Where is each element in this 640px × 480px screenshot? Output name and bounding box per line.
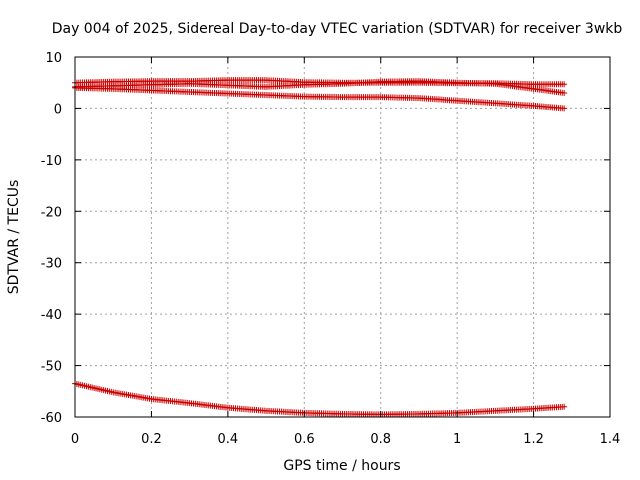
y-tick-label: -60 — [41, 411, 62, 426]
x-tick-label: 1 — [453, 432, 461, 447]
y-tick-label: 10 — [45, 51, 62, 66]
x-tick-label: 1.4 — [600, 432, 621, 447]
chart-title: Day 004 of 2025, Sidereal Day-to-day VTE… — [52, 21, 623, 37]
x-tick-label: 1.2 — [523, 432, 544, 447]
grid-lines — [75, 57, 610, 417]
y-tick-label: -40 — [41, 308, 62, 323]
data-points — [72, 77, 568, 418]
data-point — [561, 81, 568, 88]
y-axis-label: SDTVAR / TECUs — [6, 180, 22, 295]
series-satellite-d — [72, 380, 568, 418]
y-tick-label: -30 — [41, 257, 62, 272]
x-tick-label: 0.2 — [141, 432, 162, 447]
data-point — [561, 90, 568, 96]
series-satellite-c — [72, 84, 568, 112]
axis-ticks: 0 0.2 0.4 0.6 0.8 1 1.2 1.4 10 0 -10 -20 -30 -40 -50 -6… — [41, 51, 621, 447]
y-tick-label: 0 — [54, 102, 62, 117]
data-point — [561, 105, 568, 112]
plot-frame — [74, 56, 611, 418]
x-axis-label: GPS time / hours — [283, 458, 400, 474]
data-point — [561, 403, 568, 410]
x-tick-label: 0 — [71, 432, 79, 447]
y-tick-label: -10 — [41, 154, 62, 169]
x-tick-label: 0.8 — [370, 432, 391, 447]
x-tick-label: 0.4 — [218, 432, 239, 447]
x-tick-label: 0.6 — [294, 432, 315, 447]
y-tick-label: -50 — [41, 360, 62, 375]
y-tick-label: -20 — [41, 205, 62, 220]
